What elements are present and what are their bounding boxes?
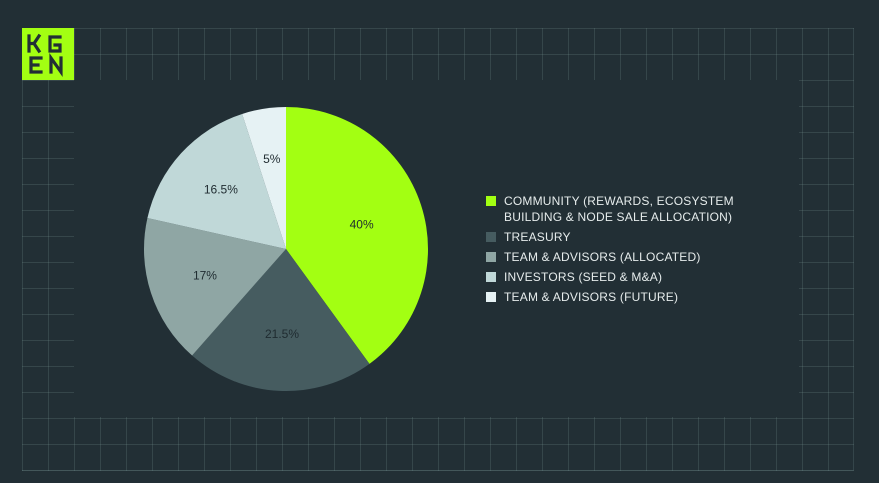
pie-slice [192, 249, 370, 391]
pie-slice [242, 107, 286, 249]
legend-label: TEAM & ADVISORS (ALLOCATED) [504, 250, 701, 264]
pie-slice [147, 113, 286, 249]
legend-swatch [486, 292, 496, 302]
legend-item: INVESTORS (SEED & M&A) [486, 269, 756, 285]
legend-label: TEAM & ADVISORS (FUTURE) [504, 290, 679, 304]
legend-label: TREASURY [504, 230, 571, 244]
logo-mark: KG EN [27, 33, 63, 77]
legend-item: TEAM & ADVISORS (ALLOCATED) [486, 249, 756, 265]
slice-value-label: 40% [350, 217, 374, 231]
legend-label: COMMUNITY (REWARDS, ECOSYSTEM BUILDING &… [504, 194, 734, 224]
pie-slice-labels: 40% 21.5% 17% 16.5% 5% [193, 152, 374, 341]
chart-legend: COMMUNITY (REWARDS, ECOSYSTEM BUILDING &… [486, 193, 756, 309]
legend-swatch [486, 272, 496, 282]
legend-swatch [486, 196, 496, 206]
slice-value-label: 16.5% [204, 183, 238, 197]
legend-item: COMMUNITY (REWARDS, ECOSYSTEM BUILDING &… [486, 193, 756, 225]
pie-slices [144, 107, 428, 391]
slice-value-label: 21.5% [265, 327, 299, 341]
legend-item: TEAM & ADVISORS (FUTURE) [486, 289, 756, 305]
slice-value-label: 5% [263, 152, 281, 166]
pie-slice [286, 107, 428, 364]
legend-item: TREASURY [486, 229, 756, 245]
pie-slice [144, 218, 286, 356]
legend-label: INVESTORS (SEED & M&A) [504, 270, 663, 284]
slice-value-label: 17% [193, 268, 217, 282]
legend-swatch [486, 252, 496, 262]
legend-swatch [486, 232, 496, 242]
kgen-logo: KG EN [22, 28, 74, 80]
